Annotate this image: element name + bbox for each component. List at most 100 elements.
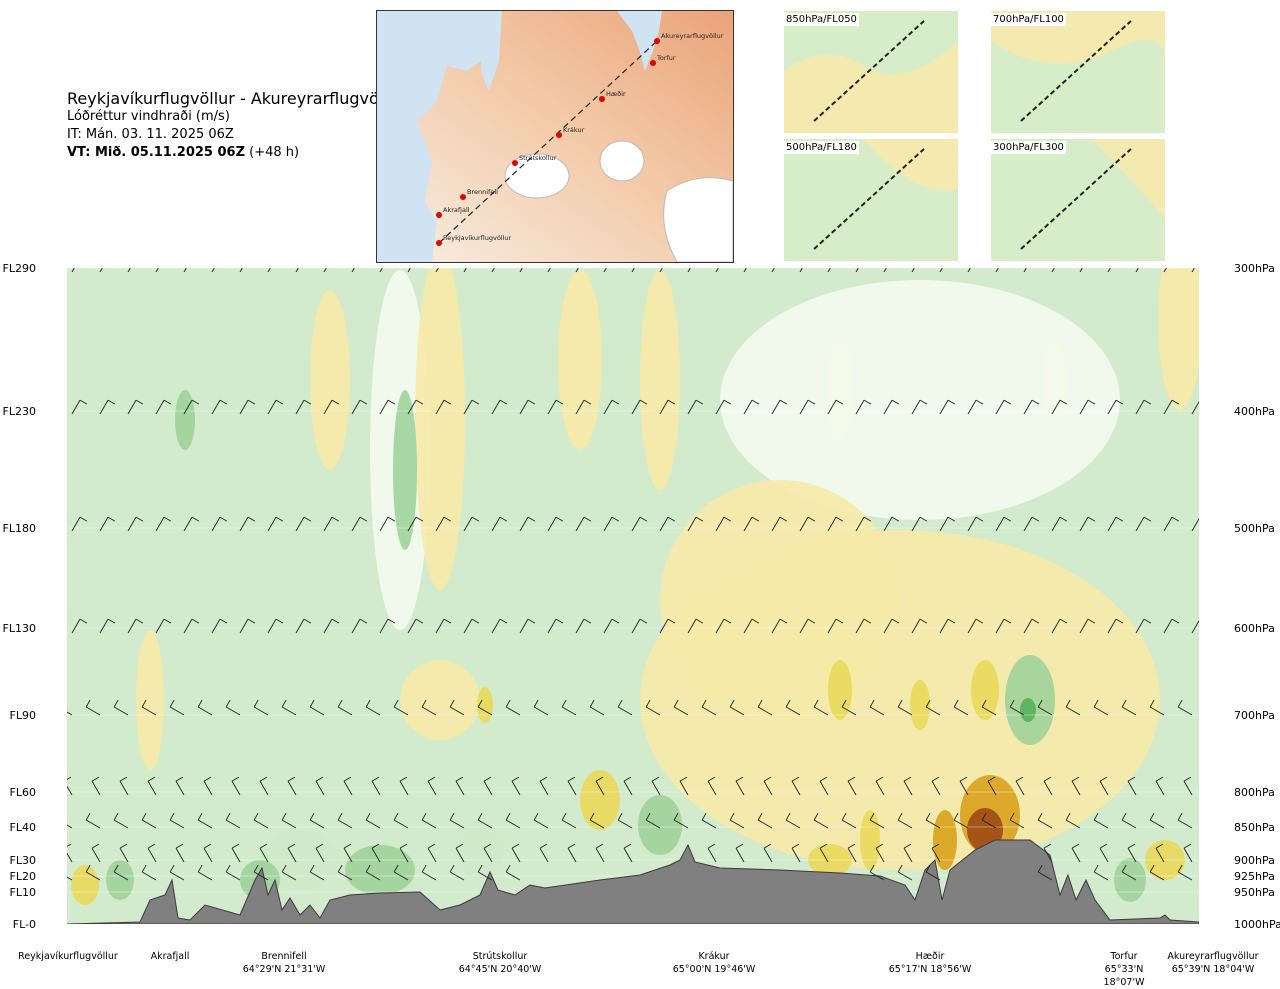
barb-staff — [239, 618, 249, 634]
barb-flag — [231, 843, 240, 849]
barb-staff — [1079, 399, 1089, 415]
wind-barb — [701, 699, 717, 716]
fl-label-fl40: FL40 — [9, 821, 36, 834]
barb-flag — [191, 618, 200, 624]
wind-barb — [1163, 516, 1180, 532]
barb-flag — [337, 864, 343, 873]
wind-barb — [673, 812, 689, 829]
barb-flag — [259, 776, 268, 782]
wind-barb — [463, 399, 480, 415]
wind-barb — [1107, 516, 1124, 532]
wind-barb — [99, 399, 116, 415]
station-reykjavik: Reykjavíkurflugvöllur — [10, 950, 126, 963]
barb-staff — [687, 618, 697, 634]
barb-flag — [141, 864, 147, 873]
barb-flag — [163, 399, 172, 405]
wind-barb — [127, 618, 144, 634]
wind-barb — [183, 618, 200, 634]
eyjafjordur — [617, 11, 662, 71]
initial-time: IT: Mán. 03. 11. 2025 06Z — [67, 127, 234, 142]
fjord-north — [481, 11, 502, 91]
wind-contour — [415, 268, 465, 590]
wind-barb — [127, 268, 131, 273]
barb-staff — [1009, 706, 1025, 716]
barb-staff — [1099, 780, 1109, 796]
barb-flag — [169, 699, 175, 708]
barb-flag — [651, 776, 660, 782]
wind-barb — [799, 516, 816, 532]
barb-staff — [141, 706, 157, 716]
wind-barb — [539, 843, 549, 863]
barb-flag — [819, 843, 828, 849]
mini-map-300-svg — [991, 139, 1165, 261]
barb-staff — [323, 618, 333, 634]
barb-staff — [407, 399, 417, 415]
barb-staff — [1183, 847, 1193, 863]
barb-flag — [1065, 812, 1071, 821]
wind-barb — [1023, 618, 1040, 634]
wind-barb — [511, 843, 521, 863]
barb-staff — [427, 847, 437, 863]
barb-staff — [897, 706, 913, 716]
barb-staff — [995, 618, 1005, 634]
barb-staff — [1135, 268, 1139, 273]
wind-barb — [253, 812, 269, 829]
barb-staff — [1051, 399, 1061, 415]
wind-barb — [323, 516, 340, 532]
barb-staff — [407, 268, 411, 273]
barb-flag — [58, 813, 62, 820]
barb-staff — [295, 516, 305, 532]
wind-barb — [343, 776, 353, 796]
barb-flag — [1099, 843, 1108, 849]
barb-flag — [113, 812, 119, 821]
barb-staff — [757, 819, 773, 829]
barb-staff — [463, 618, 473, 634]
barb-staff — [127, 516, 137, 532]
barb-staff — [407, 618, 417, 634]
barb-staff — [155, 268, 159, 273]
barb-flag — [416, 258, 423, 262]
barb-staff — [631, 268, 635, 273]
wind-barb — [197, 864, 213, 881]
barb-staff — [589, 819, 605, 829]
barb-staff — [603, 399, 613, 415]
barb-staff — [953, 706, 969, 716]
fl-label-fl60: FL60 — [9, 786, 36, 799]
barb-staff — [519, 399, 529, 415]
route-point — [654, 38, 660, 44]
barb-flag — [259, 843, 268, 849]
barb-staff — [211, 516, 221, 532]
barb-staff — [847, 847, 857, 863]
wind-barb — [799, 268, 803, 273]
barb-flag — [1121, 699, 1127, 708]
route-point-label: Strútskollur — [519, 154, 557, 162]
wind-barb — [847, 843, 857, 863]
wind-barb — [91, 843, 101, 863]
barb-flag — [987, 776, 996, 782]
wind-barb — [197, 699, 213, 716]
barb-flag — [163, 516, 172, 522]
barb-flag — [875, 843, 884, 849]
barb-staff — [67, 876, 73, 881]
barb-staff — [603, 516, 613, 532]
barb-flag — [975, 618, 984, 624]
wind-barb — [1023, 399, 1040, 415]
wind-barb — [743, 268, 747, 273]
station-coord: 65°17'N 18°56'W — [888, 964, 972, 975]
barb-flag — [533, 699, 539, 708]
barb-staff — [911, 618, 921, 634]
barb-staff — [687, 516, 697, 532]
barb-flag — [387, 516, 396, 522]
fl-label-fl230: FL230 — [2, 405, 36, 418]
wind-barb — [735, 776, 745, 796]
barb-staff — [1121, 819, 1137, 829]
wind-barb — [1155, 843, 1165, 863]
barb-staff — [365, 706, 381, 716]
wind-barb — [203, 843, 213, 863]
barb-flag — [835, 618, 844, 624]
wind-barb — [1093, 864, 1109, 881]
barb-staff — [623, 847, 633, 863]
wind-barb — [939, 399, 956, 415]
barb-flag — [471, 399, 480, 405]
station-strutskollur: Strútskollur 64°45'N 20°40'W — [450, 950, 550, 976]
